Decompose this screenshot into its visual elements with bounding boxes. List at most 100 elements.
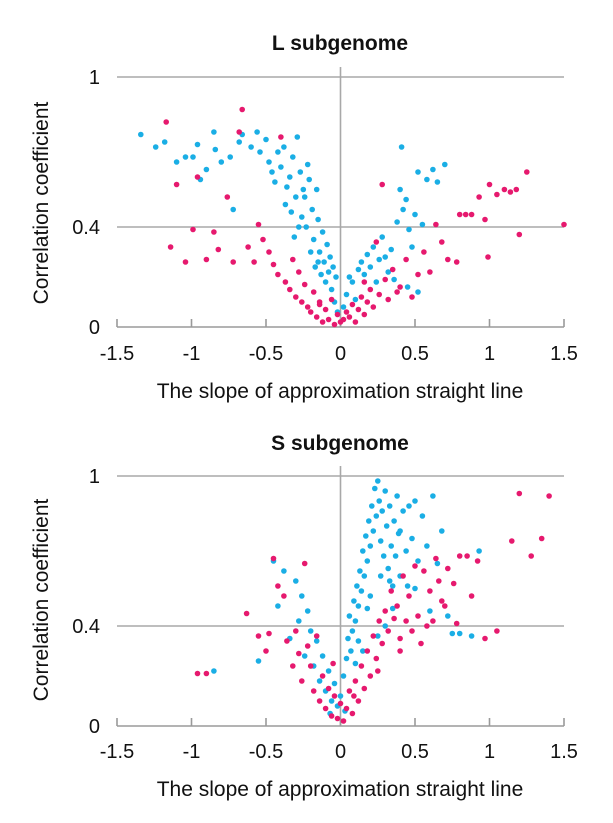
data-point-magenta-s <box>421 568 427 574</box>
data-point-magenta-l <box>190 226 196 233</box>
data-point-cyan-l <box>333 274 339 280</box>
data-point-magenta-l <box>203 256 210 263</box>
data-point-magenta-l <box>316 299 323 305</box>
data-point-magenta-s <box>358 663 365 669</box>
data-point-cyan-l <box>315 216 321 223</box>
data-point-cyan-l <box>272 179 278 185</box>
x-tick-label-l: 1.5 <box>550 343 578 365</box>
data-point-cyan-s <box>313 638 320 644</box>
data-point-cyan-l <box>385 269 392 275</box>
data-point-magenta-l <box>260 236 266 243</box>
data-point-magenta-l <box>379 181 386 188</box>
data-point-cyan-l <box>275 149 281 155</box>
data-point-magenta-s <box>528 553 534 559</box>
data-point-cyan-l <box>328 286 335 293</box>
data-point-magenta-s <box>415 613 421 619</box>
x-tick-label-s: 0 <box>335 741 346 763</box>
data-point-magenta-s <box>409 628 415 634</box>
data-point-magenta-s <box>403 618 409 624</box>
data-point-cyan-l <box>248 144 254 150</box>
data-point-cyan-s <box>367 543 374 549</box>
data-point-magenta-s <box>331 693 338 699</box>
data-point-cyan-l <box>173 159 180 165</box>
data-point-magenta-s <box>255 633 262 639</box>
x-tick-label-s: -0.5 <box>249 741 283 763</box>
data-point-magenta-l <box>340 316 347 323</box>
data-point-cyan-s <box>412 585 418 592</box>
data-point-magenta-l <box>468 211 475 218</box>
data-point-magenta-s <box>307 663 314 669</box>
data-point-cyan-s <box>409 535 415 542</box>
data-point-cyan-s <box>373 513 380 519</box>
data-point-magenta-l <box>361 279 368 285</box>
data-point-magenta-s <box>391 615 397 622</box>
data-point-magenta-l <box>230 259 236 265</box>
data-point-magenta-l <box>385 296 392 303</box>
data-point-cyan-l <box>287 174 293 180</box>
data-point-cyan-l <box>430 166 436 173</box>
data-point-cyan-s <box>404 583 411 589</box>
data-point-cyan-l <box>412 211 418 218</box>
data-point-cyan-s <box>449 630 456 637</box>
x-tick-label-l: 1 <box>484 343 495 365</box>
data-point-magenta-l <box>397 284 403 290</box>
data-point-magenta-l <box>373 239 380 245</box>
data-point-magenta-l <box>361 311 368 318</box>
data-point-cyan-l <box>297 169 304 175</box>
data-point-magenta-s <box>453 620 460 627</box>
data-point-cyan-l <box>349 279 356 285</box>
data-point-cyan-s <box>357 568 363 574</box>
data-point-magenta-s <box>361 685 368 692</box>
data-point-magenta-l <box>370 304 377 310</box>
data-point-cyan-s <box>403 548 409 554</box>
data-point-cyan-l <box>296 224 302 230</box>
data-point-magenta-s <box>442 603 448 609</box>
data-point-magenta-l <box>561 221 567 228</box>
data-point-cyan-l <box>291 234 298 240</box>
data-point-cyan-l <box>330 264 336 270</box>
data-point-magenta-s <box>319 673 326 679</box>
data-point-cyan-s <box>476 548 482 554</box>
data-point-cyan-s <box>319 653 326 659</box>
data-point-magenta-l <box>255 221 262 228</box>
data-point-cyan-l <box>278 164 284 170</box>
data-point-cyan-l <box>434 179 441 185</box>
data-point-cyan-s <box>211 668 217 674</box>
data-point-cyan-s <box>382 488 389 494</box>
data-point-magenta-l <box>346 314 353 320</box>
x-tick-label-l: 0.5 <box>401 343 429 365</box>
data-point-magenta-s <box>334 715 341 722</box>
data-point-magenta-s <box>349 710 356 717</box>
data-point-magenta-s <box>424 623 430 629</box>
data-point-magenta-s <box>400 573 406 579</box>
data-point-magenta-s <box>379 640 386 647</box>
data-point-cyan-s <box>430 493 436 499</box>
data-point-cyan-s <box>406 503 412 509</box>
data-point-cyan-s <box>389 605 396 612</box>
data-point-magenta-l <box>343 309 350 315</box>
x-tick-label-l: -1 <box>183 343 201 365</box>
data-point-cyan-l <box>293 194 299 200</box>
data-point-cyan-l <box>358 259 365 265</box>
data-point-cyan-s <box>293 578 299 584</box>
data-point-magenta-l <box>476 194 482 200</box>
data-point-cyan-s <box>456 630 463 637</box>
data-point-magenta-l <box>307 309 314 315</box>
data-point-magenta-l <box>163 119 169 125</box>
data-point-magenta-s <box>439 598 445 604</box>
data-point-magenta-l <box>313 314 320 320</box>
data-point-magenta-s <box>418 640 424 647</box>
y-axis-label-s: Correlation coefficient <box>30 498 53 701</box>
data-point-magenta-s <box>343 705 350 712</box>
data-point-magenta-l <box>301 281 308 288</box>
data-point-magenta-l <box>282 279 289 285</box>
data-point-cyan-s <box>372 485 378 492</box>
data-point-magenta-s <box>328 713 335 719</box>
data-point-cyan-l <box>315 259 321 265</box>
data-point-magenta-s <box>464 553 470 559</box>
data-point-cyan-l <box>306 176 313 183</box>
data-point-cyan-l <box>290 154 296 160</box>
data-point-cyan-s <box>383 523 390 529</box>
data-point-cyan-s <box>415 558 421 564</box>
data-point-cyan-s <box>392 553 399 559</box>
